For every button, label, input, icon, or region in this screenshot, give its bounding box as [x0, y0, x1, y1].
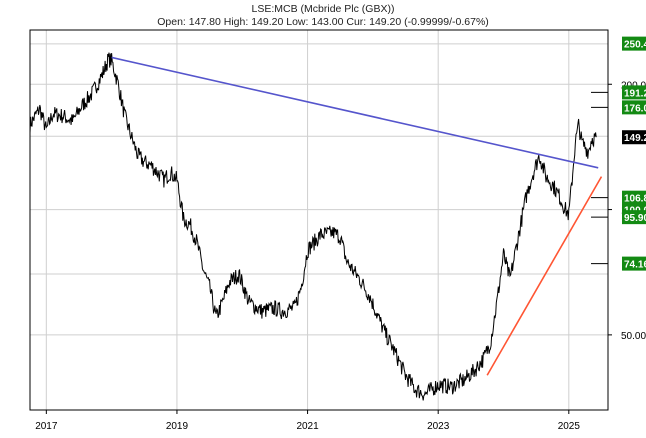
- price-badge: 176.0: [622, 100, 646, 115]
- price-badge-label: 176.0: [624, 103, 646, 114]
- price-badge-box: [622, 190, 646, 205]
- price-badge-box: [622, 210, 646, 225]
- price-badge-label: 106.8: [624, 194, 646, 205]
- price-badge: 149.2: [622, 130, 646, 145]
- target-markers: [591, 91, 608, 265]
- trendlines: [111, 56, 603, 376]
- uptrend-line: [486, 176, 603, 376]
- price-badge: 74.16: [622, 256, 646, 271]
- x-tick-label: 2017: [35, 421, 58, 432]
- chart-subtitle: Open: 147.80 High: 149.20 Low: 143.00 Cu…: [157, 16, 489, 28]
- price-badge-label: 191.2: [624, 88, 646, 99]
- price-badge-label: 149.2: [624, 133, 646, 144]
- x-tick-label: 2023: [427, 421, 450, 432]
- downtrend-line: [111, 56, 599, 169]
- price-badges: 250.4191.2176.0149.2106.8100.095.9074.16: [622, 36, 646, 271]
- price-badge: 106.8: [622, 190, 646, 205]
- price-badge-label: 74.16: [624, 260, 646, 271]
- price-badge-box: [622, 256, 646, 271]
- price-badge: 95.90: [622, 210, 646, 225]
- price-badge: 191.2: [622, 85, 646, 100]
- price-badge-box: [622, 130, 646, 145]
- x-tick-label: 2025: [558, 421, 581, 432]
- price-badge-box: [622, 100, 646, 115]
- price-line: [29, 52, 597, 401]
- price-badge-box: [622, 36, 646, 51]
- price-badge-label: 250.4: [624, 40, 646, 51]
- price-badge: 250.4: [622, 36, 646, 51]
- price-series: [29, 52, 597, 401]
- y-tick-label: 50.00: [621, 331, 646, 342]
- price-badge-box: [622, 85, 646, 100]
- price-badge-label: 95.90: [624, 213, 646, 224]
- x-tick-label: 2019: [166, 421, 189, 432]
- x-axis-ticks: 2017 2019 2021 2023 2025: [35, 410, 580, 432]
- grid-lines: [30, 30, 608, 410]
- chart-title: LSE:MCB (Mcbride Plc (GBX)): [251, 3, 395, 15]
- x-tick-label: 2021: [296, 421, 319, 432]
